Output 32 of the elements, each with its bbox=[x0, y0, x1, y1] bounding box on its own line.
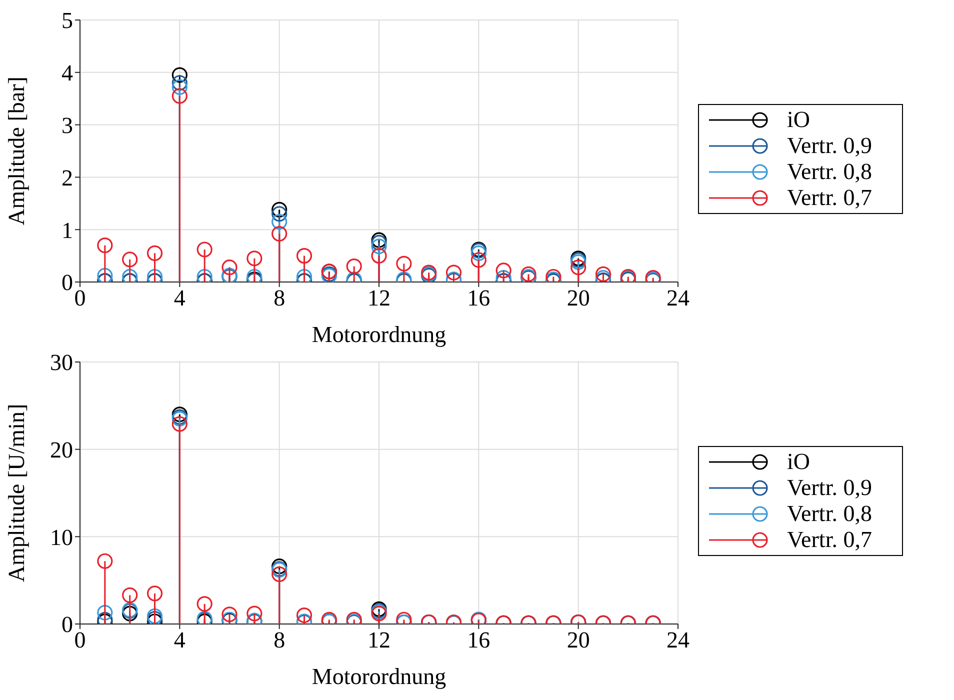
y-tick-label: 30 bbox=[50, 350, 73, 376]
y-axis-title: Amplitude [bar] bbox=[4, 76, 30, 226]
y-tick-label: 1 bbox=[62, 218, 73, 243]
x-tick-label: 4 bbox=[174, 627, 186, 652]
legend-label: Vertr. 0,9 bbox=[787, 133, 872, 159]
y-tick-label: 5 bbox=[62, 8, 73, 34]
x-tick-label: 16 bbox=[467, 285, 490, 310]
x-tick-label: 24 bbox=[666, 285, 690, 310]
x-axis-title: Motorordnung bbox=[312, 664, 447, 689]
x-tick-label: 8 bbox=[274, 627, 286, 652]
y-tick-label: 2 bbox=[62, 165, 73, 190]
x-tick-label: 16 bbox=[467, 627, 490, 652]
x-tick-label: 24 bbox=[666, 627, 690, 652]
x-tick-label: 12 bbox=[368, 285, 390, 310]
legend-label: iO bbox=[787, 107, 810, 133]
y-tick-label: 4 bbox=[62, 60, 74, 86]
legend-label: Vertr. 0,8 bbox=[787, 159, 872, 185]
legend-label: Vertr. 0,7 bbox=[787, 185, 872, 211]
y-axis-title: Amplitude [U/min] bbox=[4, 404, 30, 582]
legend-label: Vertr. 0,7 bbox=[787, 527, 872, 553]
y-tick-label: 3 bbox=[62, 112, 73, 138]
x-tick-label: 8 bbox=[274, 285, 286, 310]
legend-label: Vertr. 0,9 bbox=[787, 475, 872, 501]
legend-label: Vertr. 0,8 bbox=[787, 501, 872, 527]
legend-label: iO bbox=[787, 449, 810, 475]
x-tick-label: 12 bbox=[368, 627, 390, 652]
x-tick-label: 20 bbox=[566, 627, 590, 652]
x-tick-label: 20 bbox=[566, 285, 590, 310]
x-tick-label: 4 bbox=[174, 285, 186, 310]
y-tick-label: 10 bbox=[50, 524, 73, 550]
y-tick-label: 20 bbox=[50, 438, 73, 462]
x-axis-title: Motorordnung bbox=[312, 322, 447, 347]
